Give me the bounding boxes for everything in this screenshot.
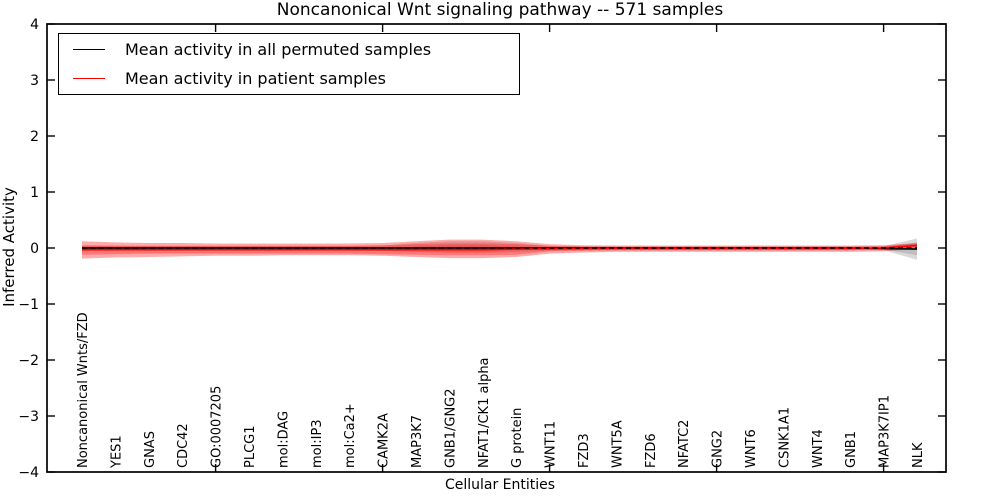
x-category-label: MAP3K7IP1 [878,395,893,468]
y-tick-label: 2 [30,129,39,145]
legend: Mean activity in all permuted samples Me… [58,33,520,95]
x-category-label: WNT6 [744,429,759,468]
series-line-patient [82,244,918,251]
legend-label-permuted: Mean activity in all permuted samples [125,39,432,59]
x-category-label: CSNK1A1 [777,407,792,468]
legend-item-permuted: Mean activity in all permuted samples [59,35,519,63]
x-category-label: MAP3K7 [410,415,425,468]
x-category-label: NFAT1/CK1 alpha [477,357,492,468]
y-tick-label: −2 [18,353,39,369]
y-tick-label: −3 [18,409,39,425]
legend-line-permuted-icon [73,48,105,50]
x-category-label: WNT5A [610,420,625,468]
y-tick-label: 1 [30,185,39,201]
x-category-label: mol:IP3 [310,419,325,468]
x-category-label: YES1 [109,435,124,469]
y-axis-title: Inferred Activity [0,187,18,307]
x-category-label: NFATC2 [677,420,692,468]
x-category-label: WNT11 [544,421,559,468]
x-category-label: G protein [510,408,525,468]
x-category-label: GO:0007205 [210,386,225,468]
x-category-label: mol:DAG [276,411,291,468]
x-category-label: GNAS [143,431,158,468]
chart-title: Noncanonical Wnt signaling pathway -- 57… [276,0,724,20]
legend-line-patient-icon [73,78,105,80]
x-category-label: PLCG1 [243,425,258,468]
x-category-label: mol:Ca2+ [343,403,358,468]
x-category-label: FZD3 [577,433,592,468]
x-category-label: Noncanonical Wnts/FZD [76,312,91,468]
y-tick-label: −4 [18,465,39,481]
x-category-label: FZD6 [644,433,659,468]
x-category-label: GNB1/GNG2 [443,388,458,468]
x-category-label: CAMK2A [377,413,392,468]
legend-item-patient: Mean activity in patient samples [59,65,519,93]
x-axis-title: Cellular Entities [444,477,556,493]
y-tick-label: 3 [30,73,39,89]
legend-label-patient: Mean activity in patient samples [125,69,386,89]
y-tick-label: 4 [30,17,39,33]
x-category-label: GNG2 [711,430,726,468]
x-category-label: NLK [911,442,926,468]
x-category-label: WNT4 [811,429,826,468]
x-category-label: GNB1 [844,431,859,468]
x-category-label: CDC42 [176,423,191,468]
y-tick-label: −1 [18,297,39,313]
y-tick-label: 0 [30,241,39,257]
